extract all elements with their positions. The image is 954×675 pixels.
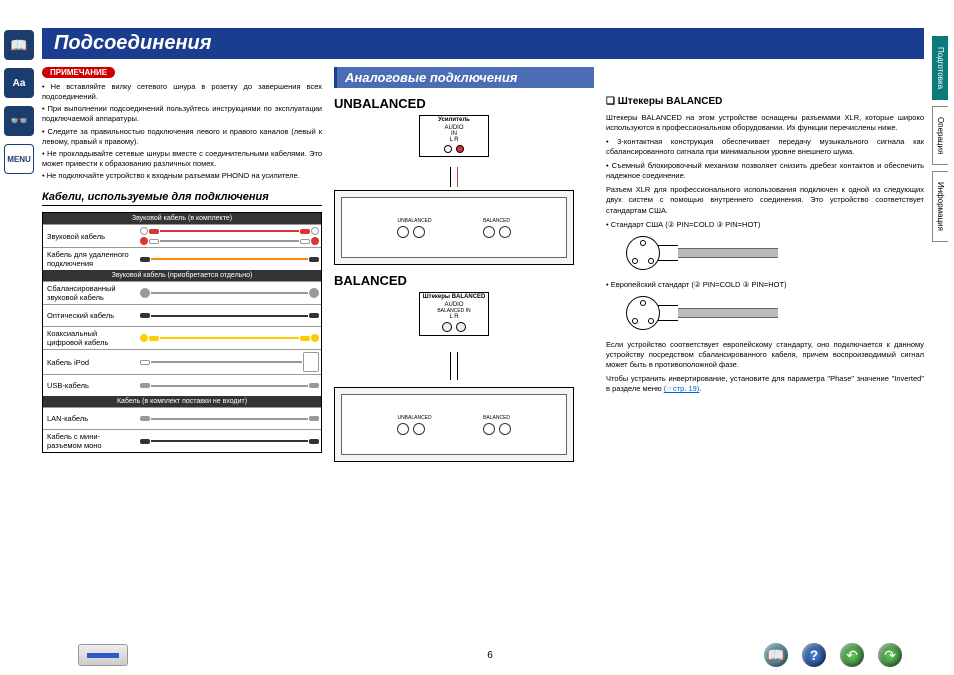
cable-image — [138, 286, 321, 300]
cable-image — [138, 311, 321, 320]
panel-label: BALANCED — [483, 415, 511, 421]
text-paragraph: • 3-контактная конструкция обеспечивает … — [606, 137, 924, 157]
standard-usa: • Стандарт США (② PIN=COLD ③ PIN=HOT) — [606, 220, 924, 230]
text-paragraph: Чтобы устранить инвертирование, установи… — [606, 374, 924, 394]
cable-section-header: Кабель (в комплект поставки не входит) — [43, 396, 321, 407]
cable-row: LAN-кабель — [43, 407, 321, 429]
text-paragraph: Если устройство соответствует европейско… — [606, 340, 924, 370]
note-item: • При выполнении подсоединений пользуйте… — [42, 104, 322, 124]
cable-row: Кабель для удаленного подключения — [43, 247, 321, 270]
cable-table: Звуковой кабель (в комплекте) Звуковой к… — [42, 212, 322, 453]
footer-help-icon[interactable]: ? — [802, 643, 826, 667]
cable-name: Кабель iPod — [43, 356, 138, 369]
right-tabs: Подготовка Операция Информация — [932, 0, 954, 675]
panel-label: UNBALANCED — [397, 218, 431, 224]
cable-name: Оптический кабель — [43, 309, 138, 322]
cable-image — [138, 350, 321, 374]
footer-book-icon[interactable]: 📖 — [764, 643, 788, 667]
page-title: Подсоединения — [42, 28, 924, 59]
cable-image — [138, 437, 321, 446]
page-link[interactable]: (☞стр. 19) — [664, 384, 700, 393]
xlr-diagram-eu — [626, 296, 924, 330]
footer-forward-icon[interactable]: ↷ — [878, 643, 902, 667]
balanced-plugs-label: Штекеры BALANCED — [421, 294, 487, 300]
cable-image — [138, 381, 321, 390]
note-item: • Не прокладывайте сетевые шнуры вместе … — [42, 149, 322, 169]
panel-label: BALANCED — [483, 218, 511, 224]
cable-name: Кабель с мини-разъемом моно — [43, 430, 138, 452]
balanced-diagram: Штекеры BALANCED AUDIO BALANCED IN L R — [334, 292, 574, 462]
note-badge: ПРИМЕЧАНИЕ — [42, 67, 115, 78]
footer-back-icon[interactable]: ↶ — [840, 643, 864, 667]
cable-row: Звуковой кабель — [43, 224, 321, 247]
footer: 6 📖 ? ↶ ↷ — [78, 643, 902, 667]
balanced-plugs-heading: ❏ Штекеры BALANCED — [606, 95, 924, 109]
device-thumbnail-icon[interactable] — [78, 644, 128, 666]
unbalanced-label: UNBALANCED — [334, 96, 594, 111]
cable-image — [138, 225, 321, 247]
balanced-label: BALANCED — [334, 273, 594, 288]
device-rear-panel: UNBALANCED BALANCED — [334, 190, 574, 265]
amp-lr-label: L R — [421, 137, 487, 143]
cable-name: USB-кабель — [43, 379, 138, 392]
note-item: • Следите за правильностью подключения л… — [42, 127, 322, 147]
amp-label: Усилитель — [421, 117, 487, 123]
panel-label: UNBALANCED — [397, 415, 431, 421]
device-rear-panel: UNBALANCED BALANCED — [334, 387, 574, 462]
cable-row: Кабель iPod — [43, 349, 321, 374]
analog-heading: Аналоговые подключения — [334, 67, 594, 88]
cable-image — [138, 414, 321, 423]
left-column: ПРИМЕЧАНИЕ • Не вставляйте вилку сетевог… — [42, 67, 322, 470]
text-paragraph: Разъем XLR для профессионального использ… — [606, 185, 924, 215]
cable-row: Коаксиальный цифровой кабель — [43, 326, 321, 349]
cable-section-header: Звуковой кабель (приобретается отдельно) — [43, 270, 321, 281]
menu-icon[interactable]: MENU — [4, 144, 34, 174]
amplifier-box: Усилитель AUDIO IN L R — [419, 115, 489, 157]
amp-lr-label: L R — [421, 314, 487, 320]
xlr-diagram-usa — [626, 236, 924, 270]
cable-image — [138, 332, 321, 344]
tab-operation[interactable]: Операция — [932, 106, 948, 165]
note-item: • Не вставляйте вилку сетевого шнура в р… — [42, 82, 322, 102]
glasses-icon[interactable]: 👓 — [4, 106, 34, 136]
note-item: • Не подключайте устройство к входным ра… — [42, 171, 322, 181]
text-paragraph: Штекеры BALANCED на этом устройстве осна… — [606, 113, 924, 133]
cable-row: Оптический кабель — [43, 304, 321, 326]
text-paragraph: • Съемный блокировочный механизм позволя… — [606, 161, 924, 181]
cable-row: Кабель с мини-разъемом моно — [43, 429, 321, 452]
cable-section-header: Звуковой кабель (в комплекте) — [43, 213, 321, 224]
left-sidebar-icons: 📖 Aa 👓 MENU — [0, 0, 38, 675]
cable-name: Сбалансированный звуковой кабель — [43, 282, 138, 304]
cable-name: Коаксиальный цифровой кабель — [43, 327, 138, 349]
middle-column: Аналоговые подключения UNBALANCED Усилит… — [334, 67, 594, 470]
font-size-icon[interactable]: Aa — [4, 68, 34, 98]
cable-row: USB-кабель — [43, 374, 321, 396]
tab-preparation[interactable]: Подготовка — [932, 36, 948, 100]
cable-name: LAN-кабель — [43, 412, 138, 425]
cable-name: Звуковой кабель — [43, 230, 138, 243]
cable-image — [138, 255, 321, 264]
unbalanced-diagram: Усилитель AUDIO IN L R — [334, 115, 574, 265]
standard-eu: • Европейский стандарт (② PIN=COLD ③ PIN… — [606, 280, 924, 290]
cable-row: Сбалансированный звуковой кабель — [43, 281, 321, 304]
cable-name: Кабель для удаленного подключения — [43, 248, 138, 270]
note-list: • Не вставляйте вилку сетевого шнура в р… — [42, 82, 322, 181]
tab-information[interactable]: Информация — [932, 171, 948, 242]
balanced-amp-box: Штекеры BALANCED AUDIO BALANCED IN L R — [419, 292, 489, 336]
book-icon[interactable]: 📖 — [4, 30, 34, 60]
right-column: ❏ Штекеры BALANCED Штекеры BALANCED на э… — [606, 67, 924, 470]
main-content: Подсоединения ПРИМЕЧАНИЕ • Не вставляйте… — [38, 0, 932, 675]
cables-heading: Кабели, используемые для подключения — [42, 191, 322, 206]
page-number: 6 — [487, 650, 493, 661]
